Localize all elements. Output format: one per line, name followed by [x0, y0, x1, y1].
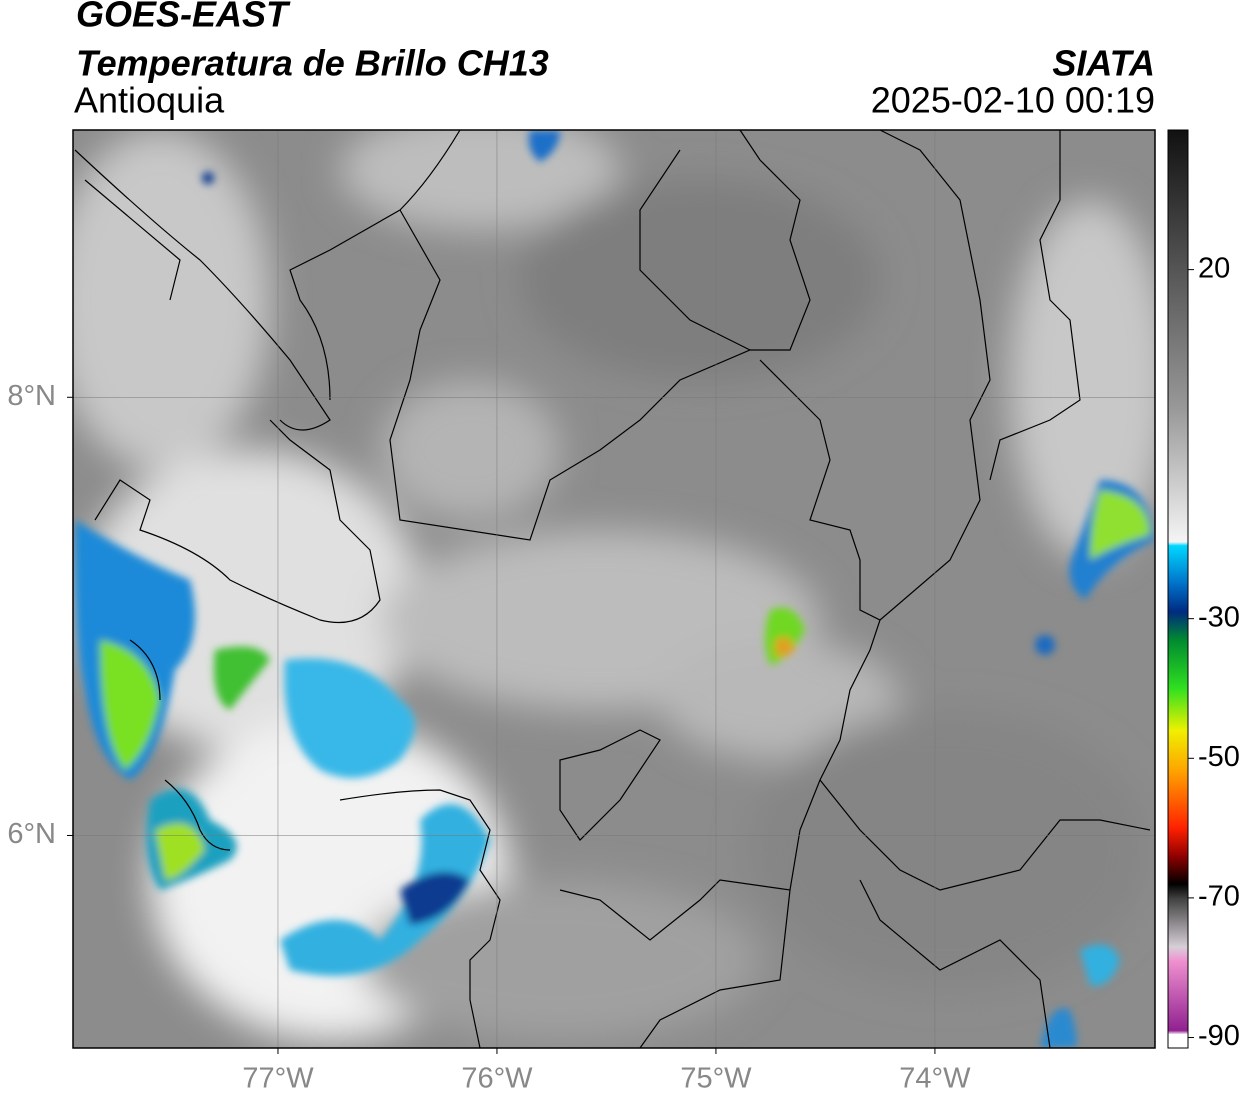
region: Antioquia — [74, 80, 225, 121]
map-frame — [72, 129, 1156, 1049]
cloud-field — [73, 130, 1155, 1040]
colorbar-segment — [1168, 545, 1188, 585]
borders — [74, 130, 1151, 1048]
colorbar-segment — [1168, 583, 1188, 613]
colorbar-tick-label: -30 — [1198, 601, 1240, 633]
colorbar-tick-label: -70 — [1198, 881, 1240, 913]
x-tick-label: 74°W — [899, 1063, 971, 1095]
colorbar-segment — [1168, 611, 1188, 641]
datetime: 2025-02-10 00:19 — [871, 80, 1155, 121]
colorbar-tick-label: -50 — [1198, 741, 1240, 773]
colorbar-segment — [1168, 130, 1188, 271]
y-tick-label: 8°N — [7, 380, 56, 412]
colorbar-segment — [1168, 897, 1188, 948]
colorbar-segment — [1168, 1034, 1188, 1049]
source: SIATA — [1052, 43, 1155, 84]
colorbar-segment — [1168, 883, 1188, 899]
colorbar-segment — [1168, 730, 1188, 773]
colorbar-segment — [1168, 856, 1188, 885]
colorbar — [1168, 130, 1188, 1049]
colorbar-tick-label: 20 — [1198, 252, 1230, 284]
colorbar-segment — [1168, 1030, 1188, 1035]
colorbar-segment — [1168, 409, 1188, 543]
colorbar-segment — [1168, 269, 1188, 410]
colorbar-tick-label: -90 — [1198, 1020, 1240, 1052]
title: GOES-EAST — [76, 0, 291, 35]
colorbar-segment — [1168, 639, 1188, 689]
x-tick-label: 76°W — [461, 1063, 533, 1095]
x-tick-label: 75°W — [680, 1063, 752, 1095]
colorbar-frame — [1167, 129, 1189, 1049]
colorbar-segment — [1168, 688, 1188, 731]
colorbar-segment — [1168, 946, 1188, 962]
convective-cells — [74, 130, 1155, 1048]
colorbar-segment — [1168, 541, 1188, 546]
y-tick-label: 6°N — [7, 818, 56, 850]
colorbar-segment — [1168, 828, 1188, 857]
x-tick-label: 77°W — [242, 1063, 314, 1095]
grid — [73, 130, 1155, 1048]
subtitle: Temperatura de Brillo CH13 — [76, 43, 549, 84]
colorbar-segment — [1168, 772, 1188, 829]
colorbar-segment — [1168, 960, 1188, 1032]
imagery — [73, 130, 1155, 1048]
